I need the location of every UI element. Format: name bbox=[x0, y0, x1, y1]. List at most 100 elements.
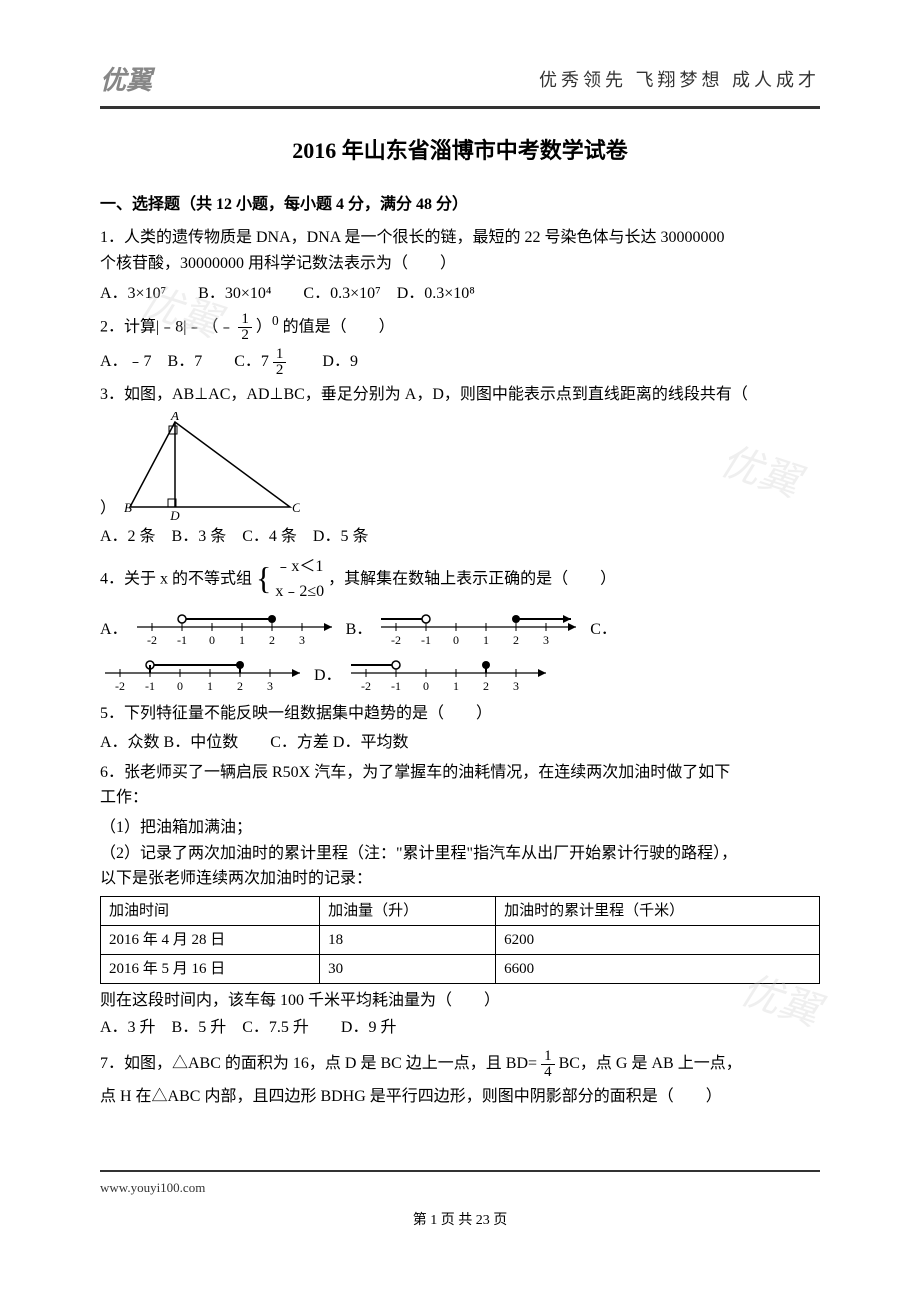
num-label-D: D． bbox=[314, 663, 342, 689]
q4-options-row2: -2 -1 0 1 2 3 D． -2 -1 0 1 2 3 bbox=[100, 655, 820, 697]
q4-prefix: 4．关于 x 的不等式组 bbox=[100, 570, 252, 587]
section-heading: 一、选择题（共 12 小题，每小题 4 分，满分 48 分） bbox=[100, 192, 820, 218]
footer-url: www.youyi100.com bbox=[100, 1178, 820, 1199]
num-label-A: A． bbox=[100, 617, 128, 643]
cell: 30 bbox=[320, 954, 496, 983]
q6-b: 工作： bbox=[100, 789, 148, 806]
svg-text:2: 2 bbox=[237, 679, 243, 693]
q3-close: ） bbox=[100, 496, 116, 522]
svg-text:-1: -1 bbox=[421, 633, 431, 647]
cell: 18 bbox=[320, 925, 496, 954]
fraction-half: 1 2 bbox=[238, 312, 252, 343]
q4-options-row1: A． -2 -1 0 1 2 3 B． -2 -1 0 1 bbox=[100, 609, 820, 651]
svg-text:0: 0 bbox=[453, 633, 459, 647]
svg-text:-1: -1 bbox=[145, 679, 155, 693]
q2-prefix: 2．计算|﹣8|﹣（﹣ bbox=[100, 318, 234, 335]
svg-text:-1: -1 bbox=[391, 679, 401, 693]
q2-options: A．﹣7 B．7 C．7 1 2 D．9 bbox=[100, 347, 820, 378]
fraction-half-2: 1 2 bbox=[273, 347, 287, 378]
svg-text:2: 2 bbox=[483, 679, 489, 693]
question-6: 6．张老师买了一辆启辰 R50X 汽车，为了掌握车的油耗情况，在连续两次加油时做… bbox=[100, 760, 820, 811]
page-footer: www.youyi100.com bbox=[100, 1170, 820, 1199]
label-A: A bbox=[170, 412, 179, 423]
q7-mid: BC，点 G 是 AB 上一点， bbox=[559, 1055, 742, 1072]
question-5: 5．下列特征量不能反映一组数据集中趋势的是（ ） bbox=[100, 701, 820, 727]
q1-options: A．3×10⁷ B．30×10⁴ C．0.3×10⁷ D．0.3×10⁸ bbox=[100, 281, 820, 307]
q3-options: A．2 条 B．3 条 C．4 条 D．5 条 bbox=[100, 524, 820, 550]
q6-p1: （1）把油箱加满油； bbox=[100, 815, 820, 841]
inequality-system: ﹣x＜1 x﹣2≤0 bbox=[275, 554, 324, 605]
q6-p2: （2）记录了两次加油时的累计里程（注："累计里程"指汽车从出厂开始累计行驶的路程… bbox=[100, 841, 820, 867]
question-2: 2．计算|﹣8|﹣（﹣ 1 2 ）0 的值是（ ） bbox=[100, 310, 820, 343]
question-1: 1．人类的遗传物质是 DNA，DNA 是一个很长的链，最短的 22 号染色体与长… bbox=[100, 225, 820, 276]
fraction-quarter: 1 4 bbox=[541, 1049, 555, 1080]
numberline-C: -2 -1 0 1 2 3 bbox=[100, 655, 310, 697]
col-mileage: 加油时的累计里程（千米） bbox=[496, 896, 820, 925]
triangle-figure: A B C D bbox=[120, 412, 300, 522]
table-row: 2016 年 4 月 28 日 18 6200 bbox=[101, 925, 820, 954]
svg-text:1: 1 bbox=[483, 633, 489, 647]
frac-den: 2 bbox=[238, 328, 252, 343]
frac-num: 1 bbox=[273, 347, 287, 363]
cell: 2016 年 5 月 16 日 bbox=[101, 954, 320, 983]
svg-text:-2: -2 bbox=[391, 633, 401, 647]
svg-text:3: 3 bbox=[543, 633, 549, 647]
q5-options: A．众数 B．中位数 C．方差 D．平均数 bbox=[100, 730, 820, 756]
cell: 6600 bbox=[496, 954, 820, 983]
svg-text:-2: -2 bbox=[361, 679, 371, 693]
svg-text:2: 2 bbox=[513, 633, 519, 647]
q7-line2: 点 H 在△ABC 内部，且四边形 BDHG 是平行四边形，则图中阴影部分的面积… bbox=[100, 1084, 820, 1110]
frac-num: 1 bbox=[238, 312, 252, 328]
cell: 6200 bbox=[496, 925, 820, 954]
svg-text:1: 1 bbox=[207, 679, 213, 693]
label-B: B bbox=[124, 500, 132, 515]
q3-text: 3．如图，AB⊥AC，AD⊥BC，垂足分别为 A，D，则图中能表示点到直线距离的… bbox=[100, 386, 748, 403]
numberline-D: -2 -1 0 1 2 3 bbox=[346, 655, 556, 697]
cell: 2016 年 4 月 28 日 bbox=[101, 925, 320, 954]
q2-opt-d: D．9 bbox=[290, 353, 358, 370]
label-D: D bbox=[169, 508, 180, 522]
col-date: 加油时间 bbox=[101, 896, 320, 925]
svg-text:0: 0 bbox=[423, 679, 429, 693]
q1-text-b: 个核苷酸，30000000 用科学记数法表示为（ ） bbox=[100, 255, 456, 272]
svg-text:3: 3 bbox=[299, 633, 305, 647]
svg-text:3: 3 bbox=[267, 679, 273, 693]
question-4: 4．关于 x 的不等式组 { ﹣x＜1 x﹣2≤0 ，其解集在数轴上表示正确的是… bbox=[100, 554, 820, 605]
svg-text:0: 0 bbox=[177, 679, 183, 693]
question-7: 7．如图，△ABC 的面积为 16，点 D 是 BC 边上一点，且 BD= 1 … bbox=[100, 1049, 820, 1080]
q1-text-a: 1．人类的遗传物质是 DNA，DNA 是一个很长的链，最短的 22 号染色体与长… bbox=[100, 229, 724, 246]
q2-mid: ） bbox=[256, 318, 272, 335]
page-number: 第 1 页 共 23 页 bbox=[100, 1210, 820, 1232]
ineq-1: ﹣x＜1 bbox=[275, 554, 324, 580]
svg-text:-2: -2 bbox=[147, 633, 157, 647]
question-3: 3．如图，AB⊥AC，AD⊥BC，垂足分别为 A，D，则图中能表示点到直线距离的… bbox=[100, 382, 820, 408]
table-row: 2016 年 5 月 16 日 30 6600 bbox=[101, 954, 820, 983]
q2-opt-ac: A．﹣7 B．7 C．7 bbox=[100, 353, 269, 370]
svg-text:-1: -1 bbox=[177, 633, 187, 647]
frac-num: 1 bbox=[541, 1049, 555, 1065]
svg-text:0: 0 bbox=[209, 633, 215, 647]
q6-after: 则在这段时间内，该车每 100 千米平均耗油量为（ ） bbox=[100, 988, 820, 1014]
svg-text:2: 2 bbox=[269, 633, 275, 647]
num-label-B: B． bbox=[346, 617, 373, 643]
numberline-A: -2 -1 0 1 2 3 bbox=[132, 609, 342, 651]
svg-text:-2: -2 bbox=[115, 679, 125, 693]
num-label-C: C． bbox=[590, 617, 617, 643]
numberline-B: -2 -1 0 1 2 3 bbox=[376, 609, 586, 651]
q7-pre: 7．如图，△ABC 的面积为 16，点 D 是 BC 边上一点，且 BD= bbox=[100, 1055, 537, 1072]
frac-den: 2 bbox=[273, 363, 287, 378]
brace-icon: { bbox=[256, 566, 271, 592]
exam-title: 2016 年山东省淄博市中考数学试卷 bbox=[100, 133, 820, 168]
col-amount: 加油量（升） bbox=[320, 896, 496, 925]
label-C: C bbox=[292, 500, 300, 515]
q4-suffix: ，其解集在数轴上表示正确的是（ ） bbox=[328, 570, 616, 587]
svg-text:3: 3 bbox=[513, 679, 519, 693]
q2-suffix: 的值是（ ） bbox=[283, 318, 395, 335]
svg-text:1: 1 bbox=[239, 633, 245, 647]
logo: 优翼 bbox=[100, 60, 152, 102]
page-header: 优翼 优秀领先 飞翔梦想 成人成才 bbox=[100, 60, 820, 109]
q3-figure-row: ） A B C D bbox=[100, 412, 820, 522]
table-header-row: 加油时间 加油量（升） 加油时的累计里程（千米） bbox=[101, 896, 820, 925]
ineq-2: x﹣2≤0 bbox=[275, 579, 324, 605]
slogan: 优秀领先 飞翔梦想 成人成才 bbox=[539, 66, 820, 95]
